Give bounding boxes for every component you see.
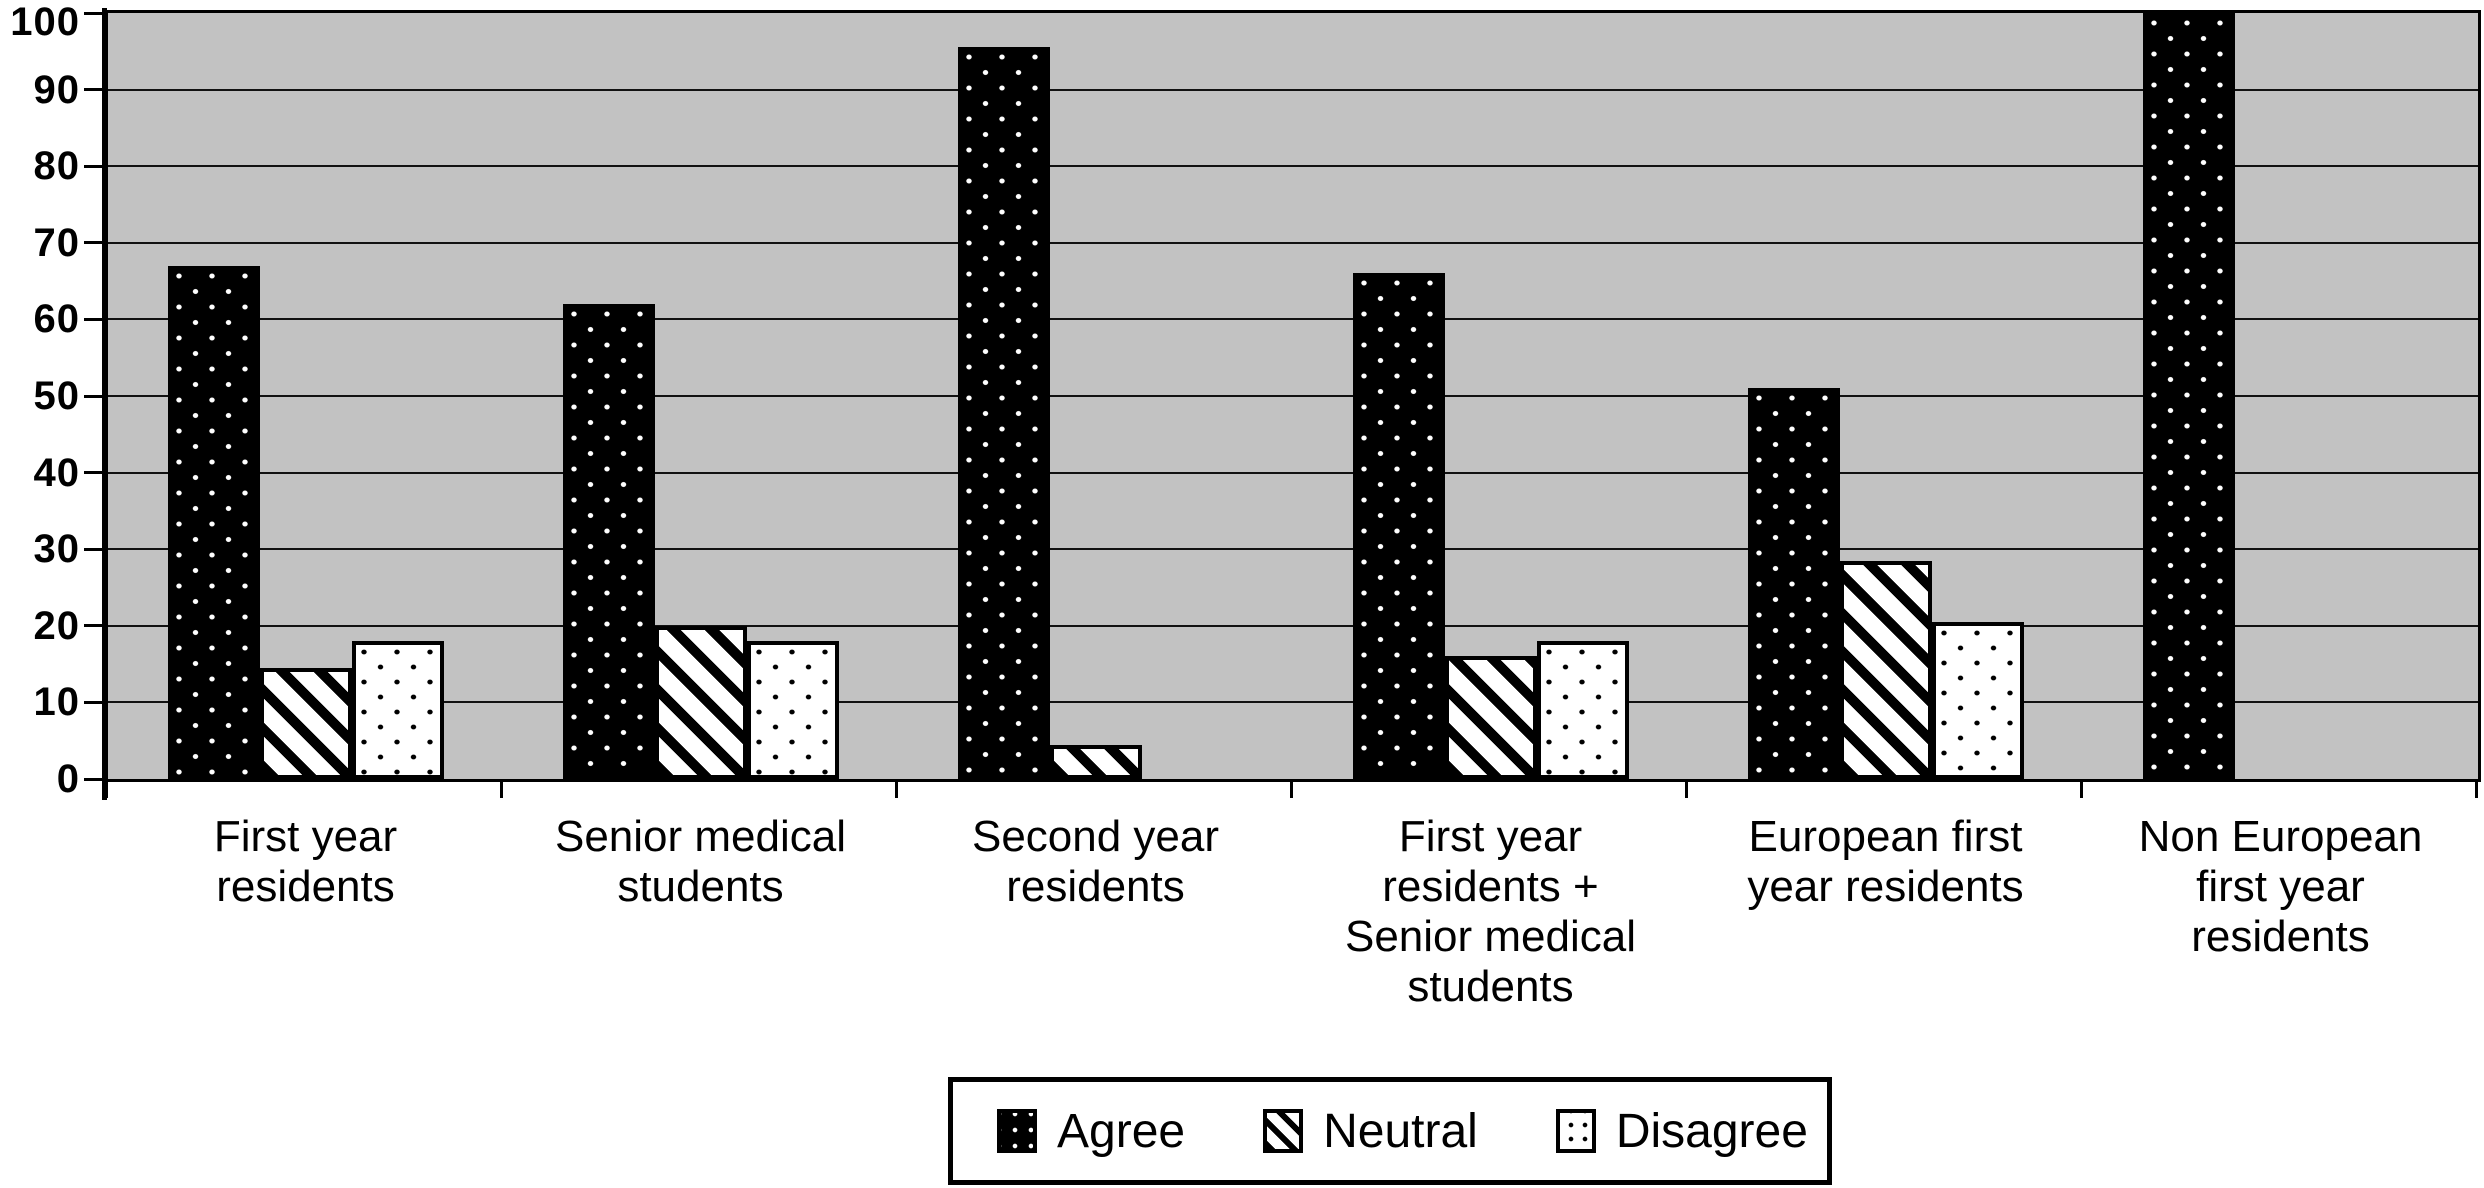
y-tick-mark	[84, 164, 106, 168]
gridline	[108, 548, 2478, 551]
y-tick-label: 30	[33, 527, 80, 572]
x-tick-mark	[500, 782, 503, 798]
bar-neutral-1	[259, 667, 352, 779]
bar-agree-2	[562, 304, 655, 779]
x-tick-mark	[105, 782, 108, 798]
bar-neutral-3	[1049, 744, 1142, 779]
x-tick-mark	[2475, 782, 2478, 798]
bar-disagree-4	[1536, 641, 1629, 779]
category-label: Senior medical students	[503, 812, 898, 912]
bar-disagree-5	[1931, 621, 2024, 779]
gridline	[108, 88, 2478, 91]
y-tick-label: 60	[33, 297, 80, 342]
bar-neutral-4	[1444, 656, 1537, 779]
gridline	[108, 318, 2478, 321]
legend-label: Agree	[1057, 1104, 1186, 1158]
legend-item-neutral: Neutral	[1263, 1104, 1478, 1159]
legend-swatch-neutral	[1263, 1109, 1304, 1153]
legend-item-agree: Agree	[997, 1104, 1185, 1159]
y-tick-mark	[84, 241, 106, 245]
category-label-line: Non European	[2138, 812, 2423, 861]
legend-label: Disagree	[1615, 1104, 1808, 1158]
gridline	[108, 241, 2478, 244]
category-label-line: students	[1407, 962, 1574, 1011]
category-label-line: Senior medical	[554, 812, 847, 861]
bar-neutral-5	[1839, 560, 1932, 779]
gridline	[108, 701, 2478, 704]
category-label-line: residents +	[1382, 862, 1599, 911]
y-tick-label: 40	[33, 450, 80, 495]
y-tick-label: 50	[33, 374, 80, 418]
gridline	[108, 165, 2478, 168]
y-tick-label: 70	[33, 220, 80, 265]
category-label-line: First year	[1398, 812, 1583, 861]
y-tick-mark	[84, 11, 106, 15]
category-label-line: year residents	[1747, 862, 2024, 911]
category-label-line: students	[617, 862, 784, 911]
y-tick-label: 90	[33, 67, 80, 112]
y-tick-mark	[84, 88, 106, 92]
y-tick-mark	[84, 317, 106, 321]
category-label: Second year residents	[898, 812, 1293, 912]
bar-agree-5	[1747, 388, 1840, 779]
bar-agree-3	[957, 47, 1050, 779]
y-tick-mark	[84, 624, 106, 628]
category-label: European first year residents	[1688, 812, 2083, 912]
category-label: First year residents + Senior medical stude…	[1293, 812, 1688, 1012]
y-tick-mark	[84, 777, 106, 781]
y-tick-label: 20	[33, 603, 80, 648]
gridline	[108, 624, 2478, 627]
y-tick-mark	[84, 394, 106, 398]
y-axis-line	[102, 8, 107, 800]
legend-swatch-agree	[997, 1109, 1037, 1153]
x-tick-mark	[895, 782, 898, 798]
bar-agree-1	[167, 265, 260, 779]
x-tick-mark	[2080, 782, 2083, 798]
category-label-line: Senior medical	[1344, 912, 1637, 961]
category-label-line: residents	[1006, 862, 1185, 911]
legend-swatch-disagree	[1555, 1109, 1596, 1153]
category-label-line: European first	[1748, 812, 2023, 861]
gridline	[108, 471, 2478, 474]
category-label-line: Second year	[971, 812, 1220, 861]
y-tick-mark	[84, 547, 106, 551]
category-label-line: first year	[2196, 862, 2365, 911]
y-tick-label: 100	[10, 0, 80, 44]
y-tick-mark	[84, 471, 106, 475]
bar-disagree-2	[746, 641, 839, 779]
plot-area	[105, 10, 2481, 782]
y-tick-label: 0	[56, 757, 80, 801]
legend-item-disagree: Disagree	[1555, 1104, 1808, 1159]
x-tick-mark	[1290, 782, 1293, 798]
x-tick-mark	[1685, 782, 1688, 798]
category-label: Non European first year residents	[2083, 812, 2478, 962]
bar-neutral-2	[654, 625, 747, 779]
category-label-line: residents	[216, 862, 395, 911]
bar-disagree-1	[351, 641, 444, 779]
category-label: First year residents	[108, 812, 503, 912]
bar-agree-4	[1352, 273, 1445, 779]
y-tick-label: 80	[33, 144, 80, 189]
legend-label: Neutral	[1323, 1104, 1478, 1158]
y-tick-mark	[84, 700, 106, 704]
gridline	[108, 395, 2478, 397]
category-label-line: First year	[213, 812, 398, 861]
legend: Agree Neutral Disagree	[948, 1077, 1832, 1185]
bar-agree-6	[2142, 13, 2235, 779]
y-tick-label: 10	[33, 680, 80, 725]
category-label-line: residents	[2191, 912, 2370, 961]
